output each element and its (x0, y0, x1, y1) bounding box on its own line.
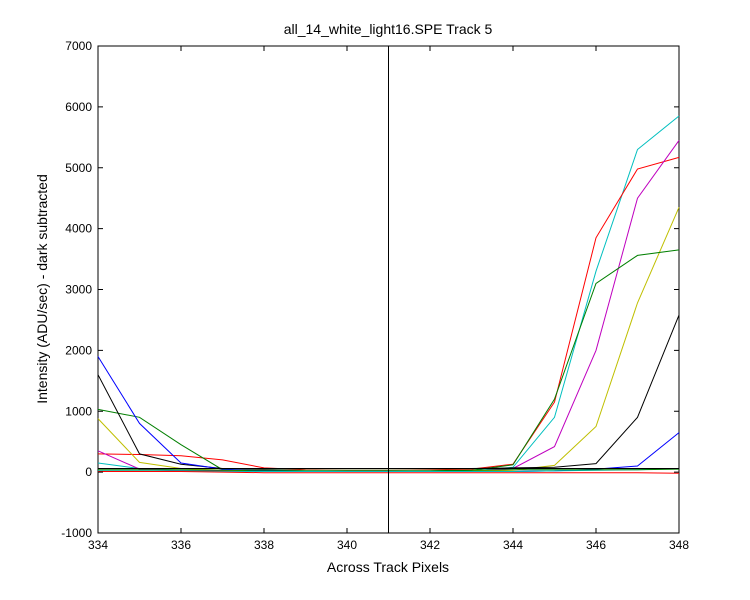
x-tick-label: 342 (420, 538, 440, 552)
y-tick-label: 1000 (65, 404, 92, 418)
y-tick-label: 7000 (65, 39, 92, 53)
y-tick-label: 4000 (65, 222, 92, 236)
x-tick-label: 340 (337, 538, 357, 552)
x-tick-label: 338 (254, 538, 274, 552)
y-tick-label: 2000 (65, 343, 92, 357)
y-tick-label: 6000 (65, 100, 92, 114)
x-tick-label: 348 (669, 538, 689, 552)
x-tick-label: 344 (503, 538, 523, 552)
chart-title: all_14_white_light16.SPE Track 5 (284, 21, 493, 37)
y-axis-title: Intensity (ADU/sec) - dark subtracted (34, 174, 50, 404)
x-tick-label: 334 (88, 538, 108, 552)
axis-ticks: 334 336 338 340 342 344 346 348 -1000 0 1000 2000 30… (61, 39, 689, 552)
x-axis-title: Across Track Pixels (327, 559, 449, 575)
y-tick-label: 0 (85, 465, 92, 479)
x-tick-label: 346 (586, 538, 606, 552)
y-tick-label: 3000 (65, 283, 92, 297)
y-tick-label: 5000 (65, 161, 92, 175)
y-tick-label: -1000 (61, 526, 92, 540)
x-tick-label: 336 (171, 538, 191, 552)
